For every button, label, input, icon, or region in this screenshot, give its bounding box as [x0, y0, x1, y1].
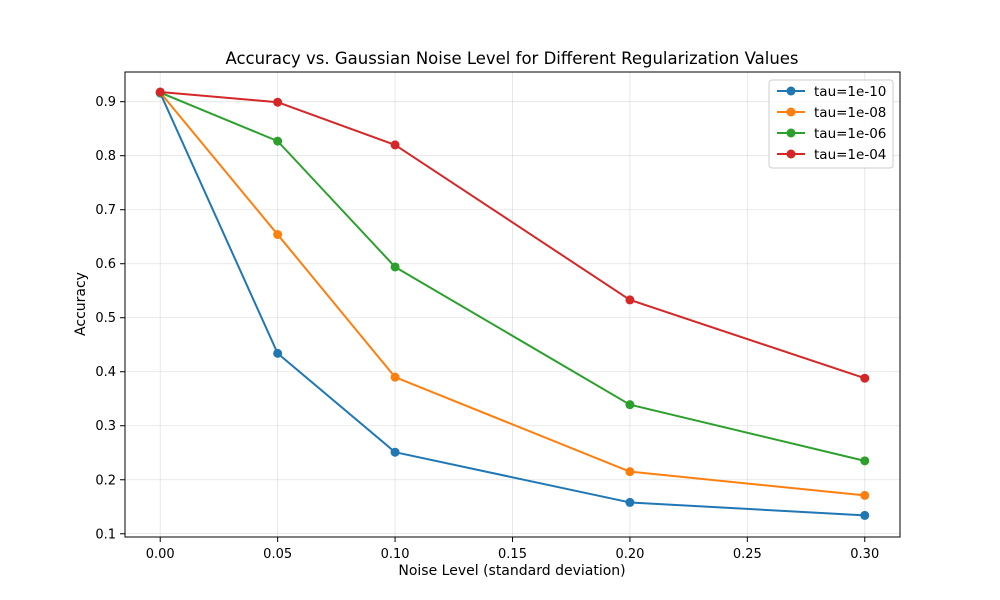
y-tick-label: 0.5	[95, 311, 116, 326]
legend-label: tau=1e-04	[814, 147, 886, 163]
data-point	[860, 490, 870, 500]
y-tick-label: 0.6	[95, 257, 116, 272]
legend-item: tau=1e-06	[777, 126, 886, 142]
legend-marker	[786, 86, 796, 96]
series-group	[155, 87, 870, 520]
data-point	[155, 87, 165, 97]
data-point	[625, 400, 635, 410]
series-tau=1e-04	[155, 87, 870, 383]
legend-marker	[786, 128, 796, 138]
data-point	[625, 295, 635, 305]
data-point	[390, 372, 400, 382]
grid	[125, 72, 900, 537]
legend-marker	[786, 149, 796, 159]
data-point	[390, 140, 400, 150]
data-point	[860, 373, 870, 383]
y-tick-label: 0.1	[95, 527, 116, 542]
y-tick-label: 0.7	[95, 203, 116, 218]
data-point	[273, 348, 283, 358]
data-point	[625, 497, 635, 507]
x-tick-label: 0.00	[146, 547, 175, 562]
legend-item: tau=1e-10	[777, 84, 886, 100]
legend-label: tau=1e-08	[814, 105, 886, 121]
data-point	[860, 510, 870, 520]
x-axis-label: Noise Level (standard deviation)	[398, 563, 625, 579]
legend-item: tau=1e-08	[777, 105, 886, 121]
y-tick-label: 0.9	[95, 95, 116, 110]
legend-box	[768, 79, 894, 169]
axes: 0.00 0.05 0.10 0.15 0.20 0.25 0.30 0.1 0.2 0.3 0.4…	[95, 95, 879, 562]
legend-label: tau=1e-06	[814, 126, 886, 142]
legend-marker	[786, 107, 796, 117]
x-tick-label: 0.30	[850, 547, 879, 562]
chart-title: Accuracy vs. Gaussian Noise Level for Di…	[225, 49, 798, 68]
series-tau=1e-08	[155, 88, 870, 500]
y-tick-label: 0.8	[95, 149, 116, 164]
x-tick-label: 0.10	[381, 547, 410, 562]
y-tick-label: 0.4	[95, 365, 116, 380]
plot-area-frame	[124, 71, 901, 538]
data-point	[390, 447, 400, 457]
x-tick-label: 0.15	[498, 547, 527, 562]
legend-label: tau=1e-10	[814, 84, 886, 100]
data-point	[625, 467, 635, 477]
x-tick-label: 0.25	[733, 547, 762, 562]
x-tick-label: 0.05	[263, 547, 292, 562]
data-point	[860, 456, 870, 466]
data-point	[273, 136, 283, 146]
legend-item: tau=1e-04	[777, 147, 886, 163]
data-point	[273, 97, 283, 107]
y-tick-label: 0.2	[95, 473, 116, 488]
data-point	[273, 230, 283, 240]
legend: tau=1e-10 tau=1e-08 tau=1e-06 tau=1e-04	[768, 79, 894, 169]
y-tick-label: 0.3	[95, 419, 116, 434]
x-tick-label: 0.20	[615, 547, 644, 562]
data-point	[390, 262, 400, 272]
y-axis-label: Accuracy	[73, 272, 89, 336]
